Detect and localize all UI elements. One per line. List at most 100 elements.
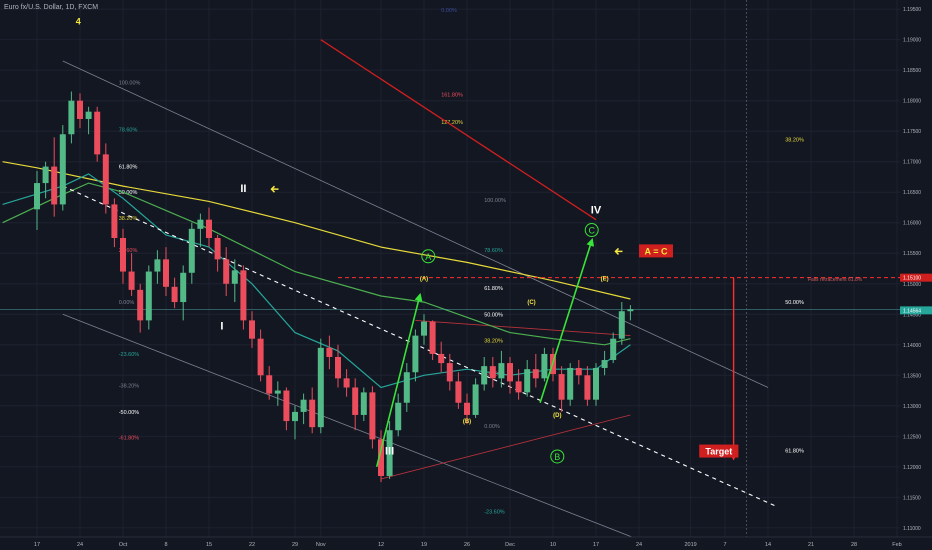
candle-body[interactable] <box>498 363 505 379</box>
candle-body[interactable] <box>249 320 255 339</box>
candle-body[interactable] <box>68 100 75 135</box>
candle-body[interactable] <box>163 259 169 287</box>
fib-label: 50.00% <box>119 190 138 196</box>
target-badge-box <box>699 444 739 458</box>
candle-body[interactable] <box>154 259 161 272</box>
candle-body[interactable] <box>601 360 608 368</box>
candle-body[interactable] <box>94 111 101 155</box>
candle-body[interactable] <box>145 271 152 321</box>
candle-body[interactable] <box>42 166 49 184</box>
fib-label: -61.80% <box>119 436 140 442</box>
candle-body[interactable] <box>610 338 617 361</box>
candle-body[interactable] <box>489 366 496 379</box>
candle-body[interactable] <box>206 219 212 238</box>
time-tick-label: 12 <box>378 542 384 548</box>
candle-body[interactable] <box>541 353 548 379</box>
wave-circle <box>421 249 436 264</box>
price-tick-label: 1.16000 <box>903 221 921 227</box>
candle-body[interactable] <box>378 439 384 476</box>
candle-body[interactable] <box>335 356 341 379</box>
candle-body[interactable] <box>59 134 66 205</box>
candle-body[interactable] <box>180 272 187 303</box>
wave-label: IV <box>591 205 602 217</box>
candles[interactable] <box>34 91 634 483</box>
candle-body[interactable] <box>326 347 333 357</box>
candle-body[interactable] <box>421 321 427 336</box>
candle-body[interactable] <box>352 387 359 415</box>
candle-body[interactable] <box>507 363 513 382</box>
wave-label: (D) <box>553 413 561 419</box>
candle-body[interactable] <box>274 390 281 394</box>
target-badge: Target <box>705 447 732 457</box>
candle-body[interactable] <box>515 381 522 393</box>
time-tick-label: 24 <box>636 542 642 548</box>
candle-body[interactable] <box>395 402 402 431</box>
red-trendline <box>320 39 597 221</box>
candle-body[interactable] <box>197 219 204 229</box>
candle-body[interactable] <box>309 399 316 428</box>
wave-circle-label: C <box>588 226 595 236</box>
candle-body[interactable] <box>85 111 92 119</box>
candle-body[interactable] <box>51 166 58 205</box>
time-tick-label: Nov <box>316 542 326 548</box>
time-tick-label: 22 <box>249 542 255 548</box>
candle-body[interactable] <box>438 353 445 364</box>
candle-body[interactable] <box>429 321 436 354</box>
candle-body[interactable] <box>386 430 393 476</box>
candle-body[interactable] <box>34 183 40 210</box>
candle-body[interactable] <box>464 402 470 415</box>
ac-badge-box <box>639 244 673 258</box>
candle-body[interactable] <box>214 237 221 260</box>
candle-body[interactable] <box>137 289 144 321</box>
candle-body[interactable] <box>481 366 488 385</box>
candle-body[interactable] <box>472 384 479 415</box>
candle-body[interactable] <box>120 237 126 272</box>
price-tick-label: 1.18500 <box>903 68 921 74</box>
candle-body[interactable] <box>231 270 238 284</box>
candle-body[interactable] <box>412 335 419 373</box>
candle-body[interactable] <box>369 392 376 440</box>
candle-body[interactable] <box>343 378 350 388</box>
candle-body[interactable] <box>102 154 109 205</box>
candle-body[interactable] <box>446 363 453 382</box>
wave-label: 4 <box>76 16 81 26</box>
candle-body[interactable] <box>128 271 135 290</box>
candle-body[interactable] <box>567 367 574 400</box>
candle-body[interactable] <box>558 374 565 400</box>
candle-body[interactable] <box>524 369 531 393</box>
candle-body[interactable] <box>532 369 539 379</box>
candle-body[interactable] <box>584 375 591 400</box>
candle-body[interactable] <box>283 390 290 422</box>
candle-body[interactable] <box>455 381 462 403</box>
candle-body[interactable] <box>266 375 273 394</box>
candle-body[interactable] <box>223 259 230 284</box>
moving-average-line <box>2 182 631 346</box>
candle-body[interactable] <box>575 367 582 376</box>
candle-body[interactable] <box>627 309 634 312</box>
candle-body[interactable] <box>257 338 264 376</box>
time-axis[interactable]: 17 24 Oct 8 15 22 29 Nov 12 19 26 Dec 10 17 24 2019 7 14 2… <box>0 536 932 550</box>
price-axis[interactable]: 1.19500 1.19000 1.18500 1.18000 1.17500 1.170… <box>900 0 932 550</box>
candle-body[interactable] <box>292 411 298 422</box>
candle-body[interactable] <box>300 399 307 412</box>
candle-body[interactable] <box>171 286 178 303</box>
wave-circle-label: B <box>554 452 560 462</box>
candle-body[interactable] <box>77 100 83 119</box>
red-trendline-small <box>380 414 631 480</box>
candle-body[interactable] <box>618 311 625 339</box>
green-arrow <box>539 237 595 403</box>
candle-body[interactable] <box>593 367 599 400</box>
candle-body[interactable] <box>111 204 118 238</box>
candle-body[interactable] <box>403 372 410 403</box>
candle-body[interactable] <box>240 270 247 321</box>
price-tick-label: 1.16500 <box>903 190 921 196</box>
candle-body[interactable] <box>188 228 195 273</box>
candle-body[interactable] <box>360 392 367 415</box>
fib-label: 0.00% <box>484 424 500 430</box>
fib-label: 38.20% <box>785 138 804 144</box>
candle-body[interactable] <box>317 347 324 428</box>
fib-label: 61.80% <box>785 448 804 454</box>
